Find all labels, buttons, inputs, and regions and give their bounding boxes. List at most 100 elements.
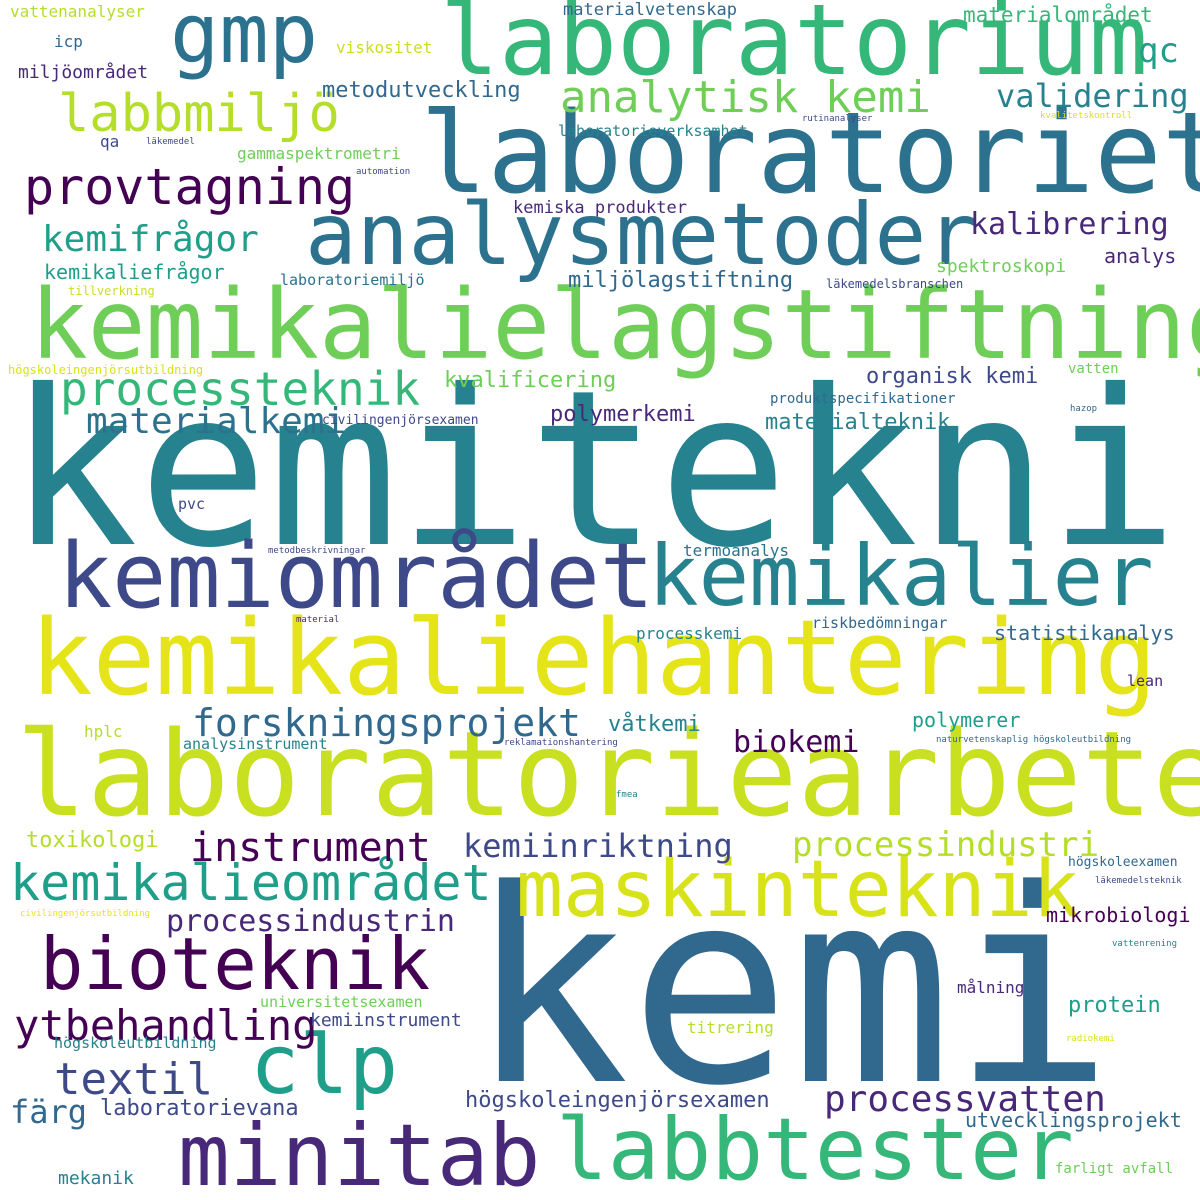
word-minitab: minitab	[178, 1106, 541, 1200]
word-materialvetenskap: materialvetenskap	[563, 0, 737, 20]
word-kemikalielagstiftning: kemikalielagstiftning	[30, 269, 1200, 381]
word-titrering: titrering	[687, 1018, 774, 1037]
word-laboratorieverksamhet: laboratorieverksamhet	[558, 122, 748, 140]
word-processkemi: processkemi	[636, 624, 742, 643]
word-kemiomradet: kemiområdet	[58, 524, 655, 629]
word-tillverkning: tillverkning	[68, 284, 155, 298]
word-vatkemi: våtkemi	[608, 712, 701, 737]
word-gammaspektrometri: gammaspektrometri	[237, 144, 401, 163]
word-riskbedomningar: riskbedömningar	[812, 614, 948, 632]
word-lean: lean	[1127, 672, 1164, 690]
word-utvecklingsprojekt: utvecklingsprojekt	[965, 1108, 1182, 1132]
word-radiokemi: radiokemi	[1066, 1034, 1115, 1044]
word-organisk-kemi: organisk kemi	[866, 364, 1039, 389]
word-qc: qc	[1138, 31, 1179, 71]
word-forskningsprojekt: forskningsprojekt	[192, 701, 581, 745]
word-hogskoleingenjorsutbildning: högskoleingenjörsutbildning	[8, 363, 204, 377]
word-rutinanalyser: rutinanalyser	[802, 114, 873, 124]
word-textil: textil	[54, 1054, 213, 1105]
word-bioteknik: bioteknik	[40, 922, 431, 1006]
word-vattenanalyser: vattenanalyser	[10, 2, 145, 21]
word-hogskoleutbildning: högskoleutbildning	[54, 1034, 217, 1052]
word-kemiteknik: kemiteknik	[8, 344, 1200, 595]
word-toxikologi: toxikologi	[26, 828, 159, 853]
word-biokemi: biokemi	[733, 725, 860, 760]
word-hplc: hplc	[84, 722, 123, 741]
word-kvalitetskontroll: kvalitetskontroll	[1040, 111, 1133, 121]
word-kemi: kemi	[468, 833, 1114, 1145]
word-laboratoriemiljo: laboratoriemiljö	[280, 271, 425, 289]
word-mekanik: mekanik	[58, 1168, 134, 1189]
word-laboratoriearbete: laboratoriearbete	[16, 705, 1200, 843]
word-analysinstrument: analysinstrument	[183, 735, 328, 753]
word-malning: målning	[957, 978, 1025, 997]
word-processindustri: processindustri	[792, 825, 1100, 865]
word-statistikanalys: statistikanalys	[994, 621, 1175, 645]
word-farligt-avfall: farligt avfall	[1055, 1161, 1174, 1177]
word-kemiinriktning: kemiinriktning	[463, 827, 733, 865]
word-maskinteknik: maskinteknik	[516, 845, 1080, 935]
word-gmp: gmp	[170, 0, 319, 82]
word-termoanalys: termoanalys	[683, 541, 789, 560]
word-processindustrin: processindustrin	[166, 904, 455, 939]
word-protein: protein	[1068, 993, 1161, 1018]
word-ytbehandling: ytbehandling	[14, 1001, 318, 1050]
word-hogskoleingenjorsexamen: högskoleingenjörsexamen	[465, 1088, 770, 1113]
word-vatten: vatten	[1068, 361, 1119, 377]
word-icp: icp	[54, 32, 83, 51]
word-materialomradet: materialområdet	[963, 3, 1153, 27]
word-kalibrering: kalibrering	[970, 207, 1169, 242]
word-spektroskopi: spektroskopi	[936, 256, 1067, 277]
word-laboratorievana: laboratorievana	[100, 1096, 299, 1121]
word-labbtester: labbtester	[556, 1100, 1074, 1200]
word-laboratorium: laboratorium	[440, 0, 1149, 98]
word-clp: clp	[250, 1018, 399, 1113]
word-lakemedel: läkemedel	[146, 137, 195, 147]
word-kemiinstrument: kemiinstrument	[310, 1010, 462, 1031]
word-provtagning: provtagning	[24, 158, 356, 216]
word-viskositet: viskositet	[336, 38, 433, 57]
word-validering: validering	[996, 77, 1189, 115]
word-material: material	[296, 615, 340, 625]
word-mikrobiologi: mikrobiologi	[1046, 903, 1191, 927]
word-kemikaliefragor: kemikaliefrågor	[44, 260, 225, 284]
word-hazop: hazop	[1070, 404, 1098, 414]
word-hogskoleexamen: högskoleexamen	[1068, 855, 1178, 870]
word-labbmiljo: labbmiljö	[58, 84, 340, 144]
word-lakemedelsbranschen: läkemedelsbranschen	[826, 277, 964, 291]
word-metodbeskrivningar: metodbeskrivningar	[268, 546, 366, 556]
word-fmea: fmea	[616, 790, 638, 800]
word-kemikalieomradet: kemikalieområdet	[10, 854, 492, 912]
word-qa: qa	[100, 132, 120, 151]
word-materialteknik: materialteknik	[765, 410, 951, 435]
word-analys: analys	[1104, 244, 1177, 268]
word-reklamationshantering: reklamationshantering	[504, 738, 618, 748]
word-vattenrening: vattenrening	[1112, 939, 1178, 949]
word-universitetsexamen: universitetsexamen	[260, 993, 423, 1011]
word-analytisk-kemi: analytisk kemi	[560, 72, 931, 123]
word-polymerkemi: polymerkemi	[550, 402, 696, 427]
word-laboratoriet: laboratoriet	[420, 89, 1200, 219]
word-produktspecifikationer: produktspecifikationer	[770, 391, 956, 407]
word-polymerer: polymerer	[912, 708, 1021, 732]
word-kemikalier: kemikalier	[648, 527, 1154, 625]
word-lakemedelsteknik: läkemedelsteknik	[1095, 876, 1182, 886]
word-civilingenjorsutbildning: civilingenjörsutbildning	[20, 909, 151, 919]
word-metodutveckling: metodutveckling	[322, 78, 521, 103]
word-kemifragor: kemifrågor	[42, 219, 259, 260]
word-kemiska-produkter: kemiska produkter	[513, 198, 687, 218]
word-naturvetenskaplig-hogskoleutbildning: naturvetenskaplig högskoleutbildning	[936, 735, 1132, 745]
word-pvc: pvc	[178, 495, 206, 513]
word-analysmetoder: analysmetoder	[305, 185, 979, 285]
word-miljolagstiftning: miljölagstiftning	[568, 268, 794, 293]
word-automation: automation	[356, 167, 411, 177]
word-instrument: instrument	[190, 825, 431, 871]
word-farg: färg	[10, 1093, 88, 1131]
word-kemikaliehantering: kemikaliehantering	[30, 597, 1158, 719]
word-civilingenjorsexamen: civilingenjörsexamen	[322, 413, 479, 428]
word-processteknik: processteknik	[60, 362, 421, 416]
word-materialkemi: materialkemi	[86, 401, 347, 442]
word-kvalificering: kvalificering	[444, 368, 617, 393]
word-miljoomradet: miljöområdet	[18, 62, 149, 83]
